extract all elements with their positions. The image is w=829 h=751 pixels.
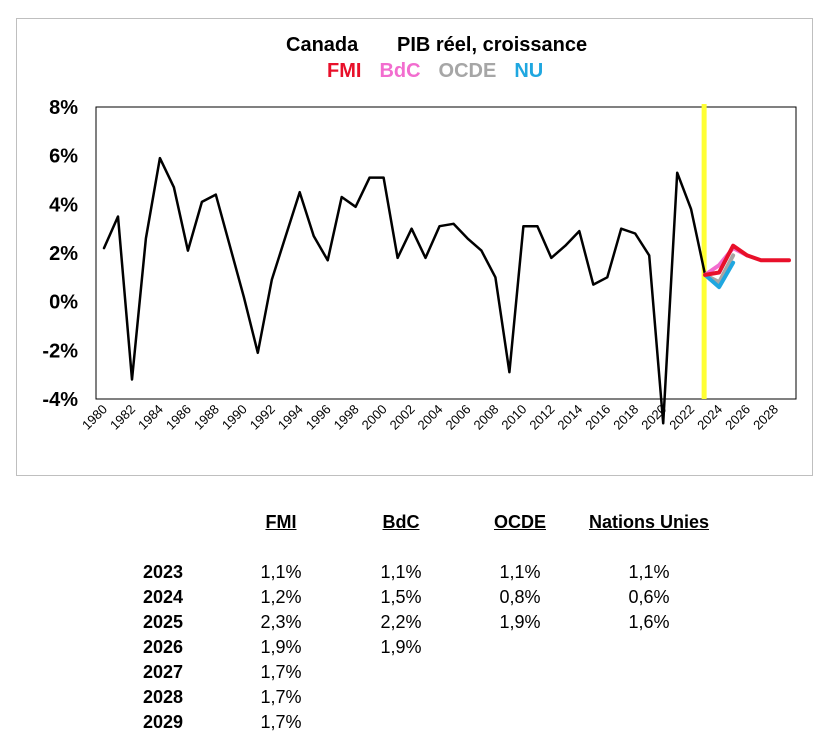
x-tick-label: 2014 bbox=[554, 402, 585, 433]
x-tick-label: 2010 bbox=[498, 402, 529, 433]
header-bdc: BdC bbox=[382, 512, 420, 532]
x-tick-label: 2000 bbox=[359, 402, 390, 433]
table-row-year: 2027 bbox=[143, 662, 184, 682]
y-tick-label: 4% bbox=[49, 194, 78, 216]
table-row-year: 2026 bbox=[143, 637, 184, 657]
chart-legend: FMI BdC OCDE NU bbox=[327, 60, 561, 83]
x-tick-label: 1988 bbox=[191, 402, 222, 433]
y-tick-label: 2% bbox=[49, 243, 78, 265]
table-cell: 1,7% bbox=[260, 712, 302, 732]
x-tick-label: 1998 bbox=[331, 402, 362, 433]
table-row-year: 2023 bbox=[143, 562, 184, 582]
x-tick-label: 1994 bbox=[275, 402, 306, 433]
x-tick-label: 1982 bbox=[107, 402, 138, 433]
chart-title: Canada bbox=[286, 34, 359, 56]
plot-area bbox=[95, 106, 797, 400]
header-nations-unies: Nations Unies bbox=[588, 512, 710, 532]
table-cell: 1,5% bbox=[380, 587, 422, 607]
y-tick-label: 0% bbox=[49, 292, 78, 314]
header-fmi: FMI bbox=[265, 512, 297, 532]
x-tick-label: 2016 bbox=[582, 402, 613, 433]
line-chart: 8% 6% 4% 2% 0% -2% -4%198019821984198619881990… bbox=[42, 97, 797, 433]
table-cell: 1,9% bbox=[499, 612, 541, 632]
table-row-year: 2025 bbox=[143, 612, 184, 632]
table-cell: 0,8% bbox=[499, 587, 541, 607]
x-tick-label: 1992 bbox=[247, 402, 278, 433]
table-cell: 1,7% bbox=[260, 662, 302, 682]
x-tick-label: 2022 bbox=[666, 402, 697, 433]
x-tick-label: 1986 bbox=[163, 402, 194, 433]
x-tick-label: 2004 bbox=[415, 402, 446, 433]
legend-bdc: BdC bbox=[379, 60, 421, 82]
legend-fmi: FMI bbox=[327, 60, 362, 82]
table-cell: 1,2% bbox=[260, 587, 302, 607]
x-tick-label: 1990 bbox=[219, 402, 250, 433]
table-cell: 1,1% bbox=[499, 562, 541, 582]
y-tick-label: -4% bbox=[42, 389, 78, 411]
header-ocde: OCDE bbox=[493, 512, 547, 532]
series-line-fmi bbox=[703, 243, 791, 277]
table-cell: 1,9% bbox=[260, 637, 302, 657]
x-tick-label: 2028 bbox=[750, 402, 781, 433]
table-row-year: 2029 bbox=[143, 712, 184, 732]
x-tick-label: 1996 bbox=[303, 402, 334, 433]
series-line-historical bbox=[102, 156, 707, 425]
x-tick-label: 2008 bbox=[470, 402, 501, 433]
chart-subtitle: PIB réel, croissance bbox=[397, 34, 588, 56]
legend-nu: NU bbox=[514, 60, 544, 82]
x-tick-label: 2006 bbox=[443, 402, 474, 433]
table-cell: 1,1% bbox=[628, 562, 670, 582]
table-cell: 1,9% bbox=[380, 637, 422, 657]
table-row-year: 2024 bbox=[143, 587, 184, 607]
table-cell: 1,1% bbox=[380, 562, 422, 582]
x-tick-label: 2024 bbox=[694, 402, 725, 433]
y-tick-label: 8% bbox=[49, 97, 78, 119]
forecast-table: FMI BdC OCDE Nations Unies 2023 1,1% 1,1% 1… bbox=[0, 500, 829, 751]
table-cell: 1,6% bbox=[628, 612, 670, 632]
x-tick-label: 2018 bbox=[610, 402, 641, 433]
table-cell: 0,6% bbox=[628, 587, 670, 607]
table-cell: 2,2% bbox=[380, 612, 422, 632]
table-cell: 2,3% bbox=[260, 612, 302, 632]
x-tick-label: 2012 bbox=[526, 402, 557, 433]
x-tick-label: 1984 bbox=[135, 402, 166, 433]
x-tick-label: 2002 bbox=[387, 402, 418, 433]
series-line-nu bbox=[703, 260, 736, 290]
y-tick-label: 6% bbox=[49, 146, 78, 168]
legend-ocde: OCDE bbox=[438, 60, 497, 82]
y-tick-label: -2% bbox=[42, 340, 78, 362]
x-tick-label: 1980 bbox=[79, 402, 110, 433]
table-cell: 1,1% bbox=[260, 562, 302, 582]
table-cell: 1,7% bbox=[260, 687, 302, 707]
chart-frame bbox=[16, 18, 813, 476]
table-row-year: 2028 bbox=[143, 687, 184, 707]
x-tick-label: 2026 bbox=[722, 402, 753, 433]
